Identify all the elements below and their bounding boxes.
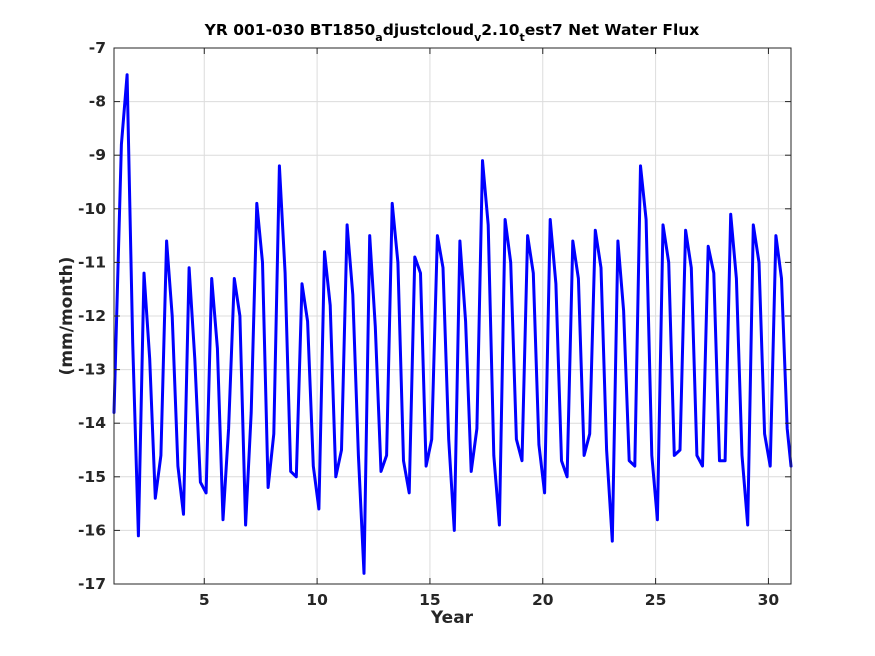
x-tick-label-0: 5 [199, 591, 210, 609]
title-part-4: est7 Net Water Flux [525, 21, 700, 39]
title-part-1: YR 001-030 BT1850 [204, 21, 376, 39]
x-tick-label-1: 10 [306, 591, 328, 609]
title-subscript-3: t [520, 31, 525, 44]
series-line-0 [112, 73, 793, 575]
ticks: 5 10 15 20 25 30 -17 -16 -15 -14 -13 -12 -11 -10 -9 -8 -… [78, 39, 791, 609]
series-layer [112, 73, 793, 575]
x-tick-label-2: 15 [419, 591, 441, 609]
y-tick-label-9: -8 [89, 93, 106, 111]
y-tick-label-1: -16 [78, 521, 106, 539]
y-tick-label-10: -7 [89, 39, 106, 57]
y-axis-label: (mm/month) [57, 257, 77, 376]
x-axis-label: Year [430, 608, 474, 628]
y-tick-label-7: -10 [78, 200, 106, 218]
y-tick-label-6: -11 [78, 253, 106, 271]
x-tick-label-3: 20 [532, 591, 554, 609]
x-tick-label-4: 25 [645, 591, 667, 609]
y-tick-label-2: -15 [78, 468, 106, 486]
title-part-3: 2.10 [481, 21, 519, 39]
y-tick-label-5: -12 [78, 307, 106, 325]
y-tick-label-0: -17 [78, 575, 106, 593]
y-tick-label-8: -9 [89, 146, 106, 164]
title-subscript-1: a [375, 31, 382, 44]
y-tick-label-4: -13 [78, 361, 106, 379]
x-tick-label-5: 30 [758, 591, 780, 609]
title-subscript-2: v [474, 31, 482, 44]
title-part-2: djustcloud [383, 21, 474, 39]
chart-title: YR 001-030 BT1850adjustcloudv2.10test7 N… [204, 21, 700, 44]
y-tick-label-3: -14 [78, 414, 106, 432]
